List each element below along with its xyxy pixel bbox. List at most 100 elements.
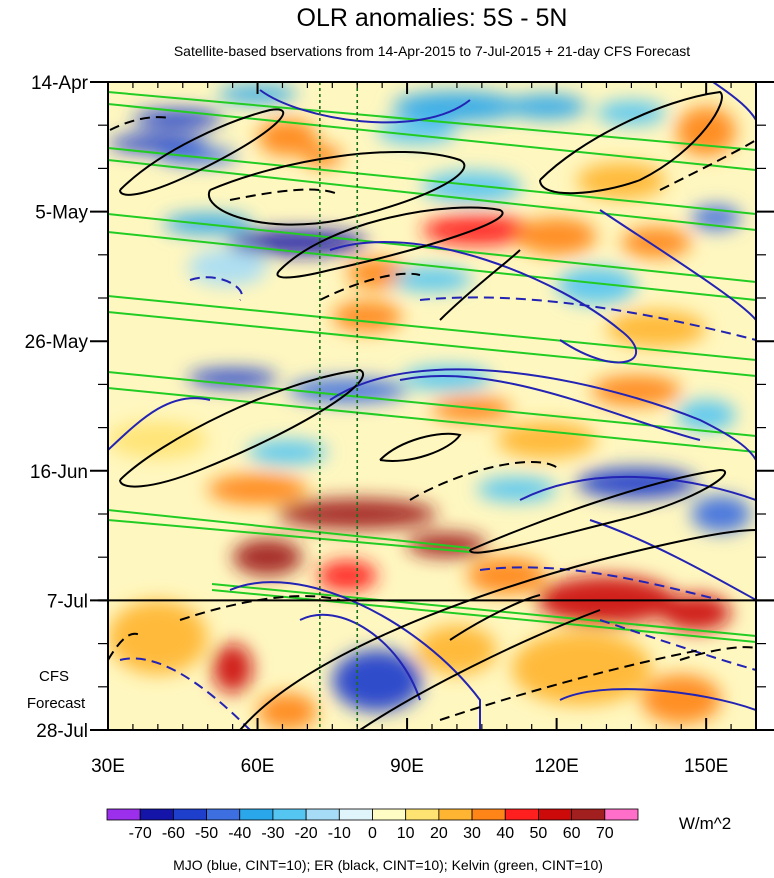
colorbar-level-label: 70 (596, 825, 614, 842)
anomaly-patch (591, 375, 682, 407)
y-tick-label: 28-Jul (36, 721, 88, 742)
anomaly-patch (661, 594, 732, 632)
anomaly-patch (676, 399, 737, 431)
colorbar-swatch (139, 808, 174, 821)
colorbar-swatch (338, 808, 373, 821)
colorbar-swatch (604, 808, 639, 821)
er-dashed-contour (108, 632, 141, 661)
anomaly-patch (187, 248, 268, 286)
er-dashed-contour (439, 649, 701, 721)
colorbar-level-label: -10 (328, 825, 351, 842)
colorbar-swatch (372, 808, 407, 821)
colorbar-swatch (504, 808, 539, 821)
er-dashed-contour (679, 646, 756, 661)
wave-contours (108, 82, 756, 730)
y-tick-label: 5-May (35, 203, 88, 224)
y-tick-label: 26-May (25, 332, 89, 353)
mjo-dashed-contour (479, 566, 721, 601)
kelvin-contours (108, 91, 756, 643)
plot-area (108, 82, 756, 730)
anomaly-patch (556, 267, 637, 305)
anomaly-patch (108, 421, 208, 459)
er-contour (469, 468, 727, 554)
er-contours (108, 90, 756, 730)
kelvin-contour (108, 371, 756, 437)
kelvin-contour (108, 231, 756, 301)
er-contour (539, 90, 723, 195)
anomaly-patch (506, 94, 587, 120)
chart-title: OLR anomalies: 5S - 5N (297, 4, 568, 32)
anomaly-patch (332, 649, 423, 712)
anomaly-patch (466, 557, 547, 595)
anomaly-patch (432, 396, 512, 422)
mjo-contour (711, 82, 756, 121)
mjo-contour (229, 581, 481, 730)
chart-subtitle: Satellite-based bservations from 14-Apr-… (174, 43, 690, 59)
er-dashed-contour (659, 139, 756, 191)
y-tick-label: 14-Apr (31, 73, 89, 94)
colorbar-level-label: -40 (228, 825, 251, 842)
mjo-contour (329, 241, 637, 364)
kelvin-contour (108, 103, 756, 171)
forecast-label-line1: CFS (39, 668, 69, 685)
colorbar-level-label: 40 (496, 825, 514, 842)
mjo-dashed-contour (119, 657, 251, 730)
kelvin-contour (108, 295, 756, 361)
y-tick-label: 16-Jun (30, 462, 88, 483)
x-tick-label: 30E (91, 756, 125, 777)
er-contour (239, 529, 756, 730)
colorbar-level-label: 20 (430, 825, 448, 842)
mjo-contour (329, 368, 756, 461)
er-contour (359, 609, 601, 730)
colorbar-level-label: -20 (295, 825, 318, 842)
colorbar-level-label: 10 (397, 825, 415, 842)
mjo-contour (259, 89, 471, 124)
mjo-dashed-contour (189, 276, 243, 301)
colorbar-level-label: 30 (463, 825, 481, 842)
anomaly-patch (606, 310, 707, 348)
er-contour (379, 432, 462, 462)
mjo-contours (108, 82, 756, 730)
anomaly-patch (641, 674, 722, 724)
anomaly-patch (302, 144, 343, 168)
contour-legend-footer: MJO (blue, CINT=10); ER (black, CINT=10)… (173, 857, 603, 873)
er-dashed-contour (409, 460, 561, 501)
colorbar-swatch (438, 808, 473, 821)
anomaly-patch (511, 631, 652, 706)
mjo-contour (108, 397, 211, 451)
kelvin-contour (108, 159, 756, 231)
mjo-contour (299, 613, 421, 701)
anomaly-patch (132, 109, 223, 129)
colorbar-swatch (206, 808, 241, 821)
kelvin-contour (108, 147, 756, 215)
er-dashed-contour (319, 272, 421, 301)
er-contour (439, 249, 521, 321)
colorbar-swatch (305, 808, 340, 821)
anomaly-patch (257, 692, 318, 730)
reference-longitude-lines (319, 82, 359, 730)
mjo-contour (599, 209, 756, 321)
anomaly-patch (332, 301, 403, 332)
colorbar-swatch (172, 808, 207, 821)
anomaly-patch (257, 119, 318, 157)
anomaly-patch (317, 560, 378, 592)
colorbar-swatch (239, 808, 274, 821)
anomaly-patch (392, 267, 472, 292)
forecast-label-line2: Forecast (27, 695, 86, 712)
x-tick-label: 150E (684, 756, 728, 777)
anomaly-patch (402, 365, 492, 391)
colorbar-labels: -70 -60 -50 -40 -30 -20 -10 0 10 20 30 40 50 60 70 (129, 825, 614, 842)
colorbar-swatch (405, 808, 440, 821)
mjo-contour (399, 375, 701, 441)
kelvin-contour (108, 519, 471, 553)
er-dashed-contour (229, 188, 341, 201)
kelvin-contour (211, 589, 756, 643)
colorbar-swatch (571, 808, 606, 821)
anomaly-patch (232, 538, 303, 576)
kelvin-contour (108, 387, 756, 453)
colorbar-level-label: -50 (195, 825, 218, 842)
kelvin-contour (108, 213, 756, 283)
mjo-contour (559, 688, 756, 711)
colorbar (106, 808, 639, 821)
